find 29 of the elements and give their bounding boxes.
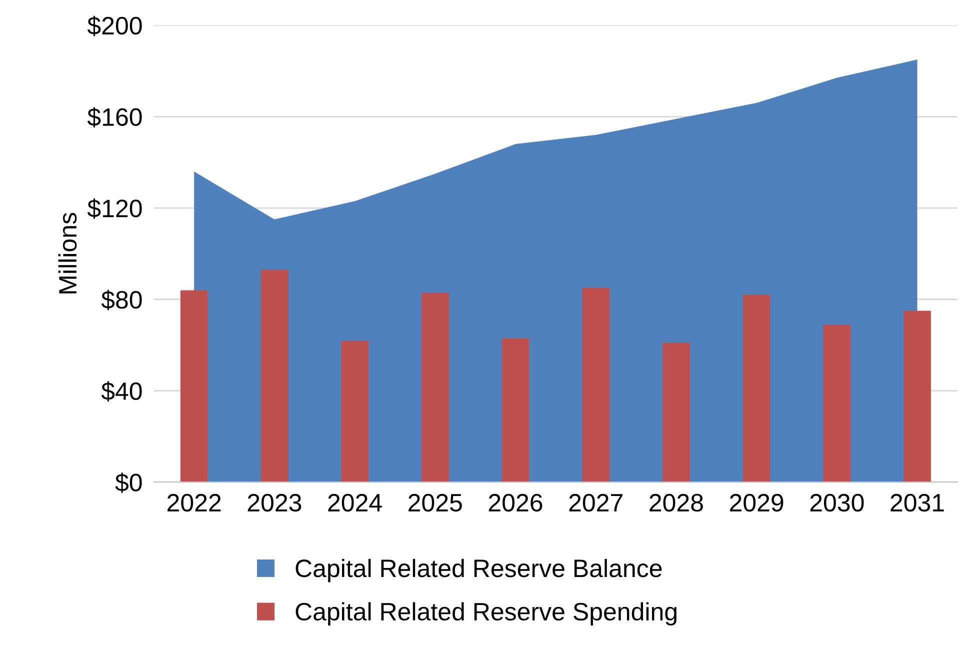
x-tick-label: 2029 bbox=[730, 494, 784, 512]
y-tick-label: $160 bbox=[87, 107, 142, 128]
x-tick-label: 2028 bbox=[650, 494, 703, 512]
x-tick-label: 2024 bbox=[328, 494, 382, 512]
legend-label: Capital Related Reserve Balance bbox=[296, 558, 662, 582]
bar bbox=[582, 288, 610, 482]
bar bbox=[502, 338, 530, 482]
legend-label: Capital Related Reserve Spending bbox=[296, 602, 676, 626]
bar bbox=[662, 342, 690, 482]
x-tick-label: 2023 bbox=[248, 494, 302, 512]
bar bbox=[742, 294, 770, 482]
bar bbox=[823, 324, 851, 482]
x-tick-label: 2022 bbox=[168, 494, 221, 512]
bar bbox=[421, 292, 449, 482]
x-tick-label: 2025 bbox=[408, 494, 462, 512]
y-tick-label: $80 bbox=[101, 290, 142, 310]
y-tick-label: $40 bbox=[101, 381, 142, 402]
x-tick-label: 2026 bbox=[488, 494, 542, 512]
x-tick-label: 2027 bbox=[569, 494, 622, 512]
y-tick-label: $200 bbox=[87, 16, 142, 36]
y-tick-label: $120 bbox=[87, 198, 142, 219]
bar bbox=[180, 290, 208, 482]
x-tick-label: 2030 bbox=[810, 494, 864, 512]
y-tick-label: $0 bbox=[115, 472, 142, 493]
bar bbox=[260, 270, 288, 482]
x-tick-label: 2031 bbox=[890, 494, 944, 512]
bar bbox=[904, 310, 931, 482]
bar bbox=[341, 340, 368, 482]
y-axis-title: Millions bbox=[58, 212, 77, 294]
